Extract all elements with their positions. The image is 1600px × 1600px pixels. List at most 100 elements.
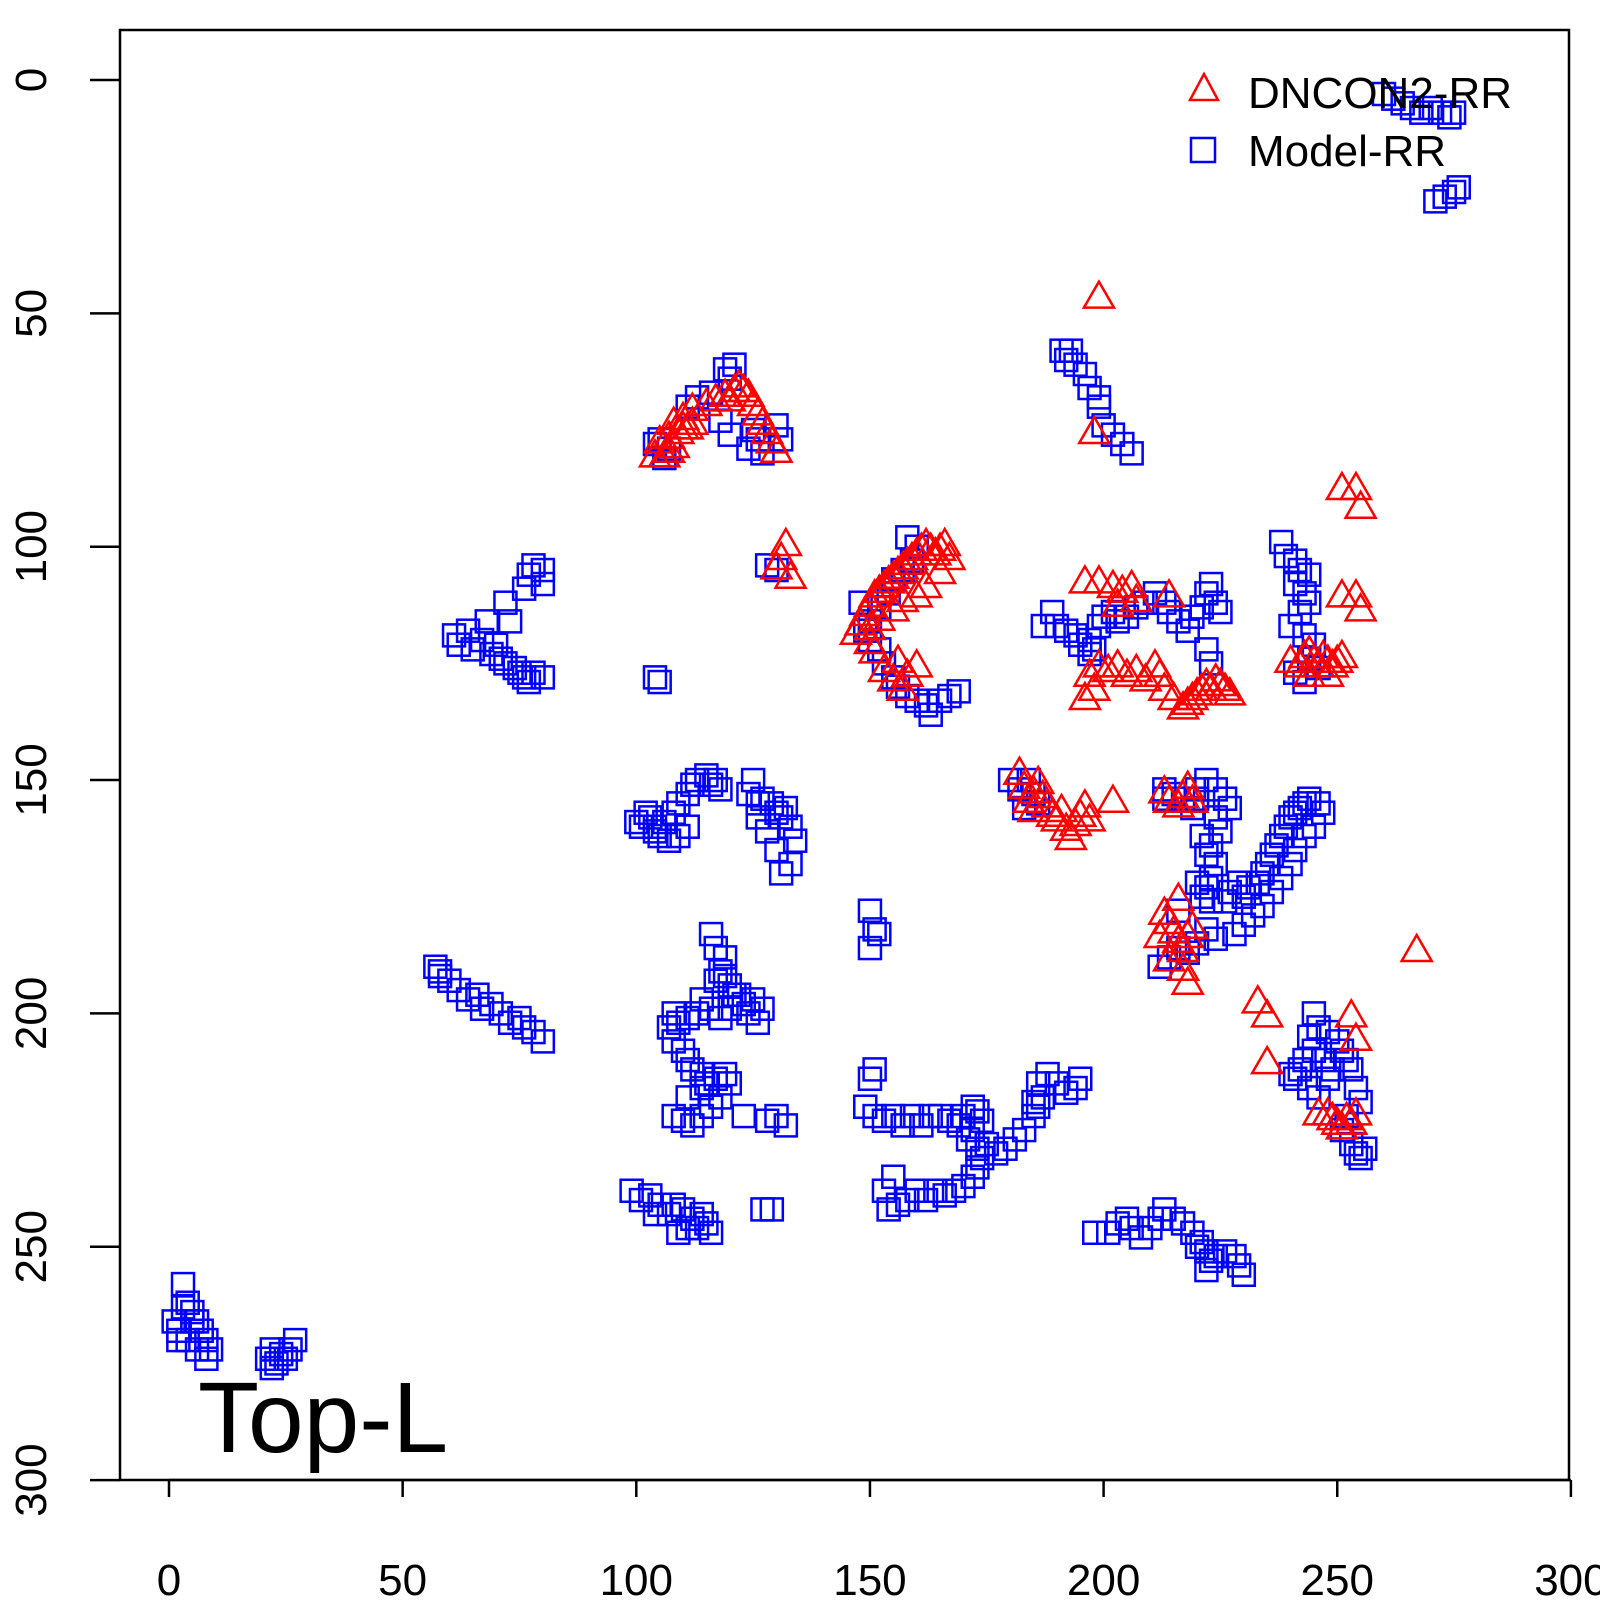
- point-model-rr: [1194, 1239, 1219, 1264]
- point-model-rr: [1353, 1136, 1378, 1161]
- point-model-rr: [1166, 609, 1191, 634]
- point-model-rr: [731, 1103, 757, 1129]
- point-model-rr: [722, 352, 747, 377]
- point-model-rr: [1114, 1206, 1140, 1231]
- point-model-rr: [918, 702, 943, 727]
- point-model-rr: [694, 1071, 719, 1096]
- point-model-rr: [1152, 1197, 1177, 1222]
- point-model-rr: [1226, 1253, 1252, 1278]
- point-model-rr: [1053, 347, 1079, 373]
- point-model-rr: [1203, 805, 1229, 830]
- point-model-rr: [652, 809, 677, 835]
- point-model-rr: [876, 1197, 901, 1222]
- point-dncon2-rr: [1081, 279, 1117, 309]
- point-model-rr: [689, 1201, 714, 1227]
- point-model-rr: [1063, 623, 1088, 648]
- point-dncon2-rr: [1338, 1095, 1374, 1126]
- point-model-rr: [1110, 431, 1135, 457]
- point-model-rr: [1217, 879, 1243, 905]
- point-model-rr: [1222, 1243, 1247, 1269]
- point-dncon2-rr: [1105, 573, 1140, 603]
- point-model-rr: [1278, 613, 1303, 639]
- point-model-rr: [427, 959, 453, 984]
- point-model-rr: [1119, 1215, 1144, 1241]
- point-model-rr: [656, 828, 682, 853]
- point-model-rr: [666, 1010, 691, 1035]
- point-dncon2-rr: [1170, 965, 1205, 995]
- point-dncon2-rr: [899, 577, 934, 608]
- point-model-rr: [773, 1113, 799, 1138]
- point-model-rr: [530, 557, 556, 583]
- legend-triangle-icon: [1187, 71, 1221, 102]
- point-model-rr: [1306, 1085, 1331, 1110]
- x-tick-label: 300: [1534, 1556, 1600, 1600]
- point-model-rr: [703, 1066, 728, 1091]
- point-model-rr: [1292, 1047, 1317, 1073]
- point-model-rr: [1231, 1262, 1257, 1288]
- point-model-rr: [717, 1071, 743, 1096]
- point-model-rr: [698, 996, 724, 1021]
- point-model-rr: [497, 1010, 523, 1035]
- y-tick-label: 300: [7, 1443, 56, 1516]
- point-model-rr: [483, 632, 509, 657]
- point-model-rr: [1423, 189, 1448, 214]
- point-model-rr: [698, 921, 724, 947]
- point-model-rr: [1273, 543, 1299, 569]
- point-model-rr: [750, 996, 775, 1021]
- point-model-rr: [689, 1075, 714, 1101]
- point-model-rr: [983, 1141, 1009, 1166]
- point-model-rr: [1198, 571, 1224, 597]
- point-model-rr: [675, 781, 700, 807]
- point-model-rr: [1049, 338, 1074, 363]
- point-model-rr: [1310, 800, 1336, 825]
- point-model-rr: [1296, 1075, 1322, 1101]
- point-model-rr: [1189, 595, 1214, 620]
- point-dncon2-rr: [1334, 997, 1369, 1028]
- point-model-rr: [1105, 1211, 1130, 1236]
- point-dncon2-rr: [890, 657, 925, 687]
- point-dncon2-rr: [1310, 657, 1346, 687]
- point-model-rr: [1250, 861, 1275, 886]
- point-dncon2-rr: [1249, 1044, 1285, 1075]
- point-model-rr: [1021, 1089, 1046, 1115]
- point-model-rr: [1212, 889, 1238, 914]
- point-model-rr: [1156, 599, 1182, 625]
- point-dncon2-rr: [1151, 577, 1187, 608]
- point-model-rr: [754, 819, 780, 844]
- point-model-rr: [857, 898, 883, 923]
- point-model-rr: [1194, 842, 1219, 867]
- point-model-rr: [960, 1164, 986, 1189]
- point-model-rr: [1418, 95, 1443, 121]
- point-model-rr: [675, 1085, 700, 1110]
- x-tick-label: 100: [600, 1556, 673, 1600]
- annotation-top-l: Top-L: [198, 1362, 448, 1474]
- series-dncon2-rr: [637, 279, 1434, 1140]
- point-model-rr: [773, 795, 799, 821]
- point-model-rr: [1021, 1103, 1046, 1129]
- point-model-rr: [1198, 833, 1224, 858]
- point-model-rr: [278, 1337, 303, 1362]
- point-model-rr: [1067, 1066, 1093, 1091]
- point-model-rr: [1245, 870, 1271, 895]
- point-model-rr: [689, 987, 714, 1012]
- point-dncon2-rr: [768, 526, 804, 557]
- point-model-rr: [675, 1005, 700, 1031]
- point-model-rr: [1053, 1080, 1079, 1105]
- point-model-rr: [516, 562, 542, 587]
- point-model-rr: [474, 609, 500, 634]
- point-model-rr: [469, 627, 495, 653]
- point-model-rr: [712, 945, 738, 970]
- plot-frame: [118, 28, 1571, 1482]
- point-model-rr: [1226, 870, 1252, 895]
- point-model-rr: [1025, 1094, 1051, 1119]
- point-dncon2-rr: [1249, 997, 1285, 1028]
- point-model-rr: [946, 1113, 971, 1138]
- point-model-rr: [1381, 86, 1406, 111]
- point-dncon2-rr: [1273, 643, 1308, 673]
- point-model-rr: [1287, 599, 1313, 625]
- point-dncon2-rr: [689, 386, 724, 417]
- point-model-rr: [1292, 581, 1317, 606]
- point-model-rr: [754, 553, 780, 578]
- point-model-rr: [647, 1192, 672, 1217]
